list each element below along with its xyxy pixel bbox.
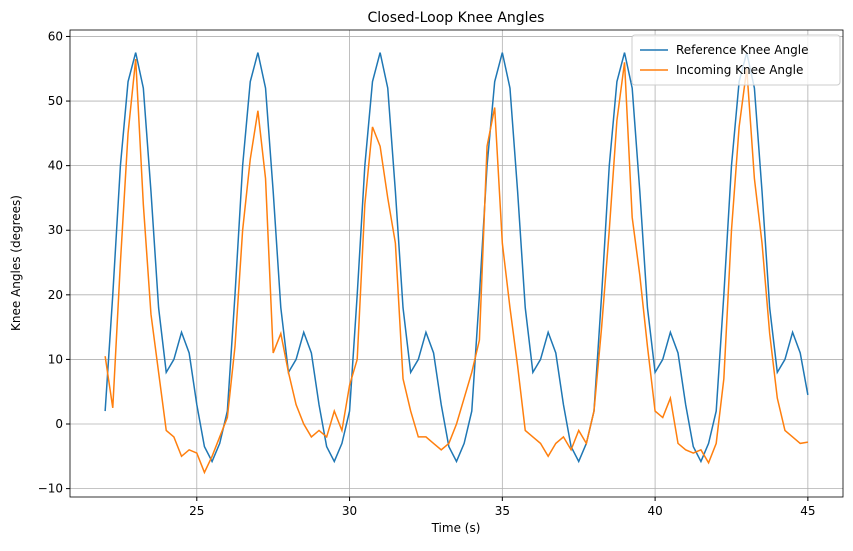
chart-title: Closed-Loop Knee Angles: [368, 10, 545, 26]
y-axis-label: Knee Angles (degrees): [9, 195, 23, 331]
x-tick-label: 35: [495, 504, 510, 518]
y-tick-label: 10: [48, 352, 63, 366]
legend-label: Incoming Knee Angle: [676, 63, 803, 77]
x-axis-label: Time (s): [431, 521, 481, 535]
y-tick-label: 0: [55, 417, 63, 431]
data-line: [104, 52, 809, 464]
y-tick-label: 20: [48, 288, 63, 302]
x-tick-label: 25: [189, 504, 204, 518]
y-tick-label: 50: [48, 94, 63, 108]
y-tick-label: 60: [48, 29, 63, 43]
x-tick-label: 40: [647, 504, 662, 518]
data-line: [104, 58, 808, 475]
y-tick-label: −10: [38, 482, 63, 496]
y-tick-label: 30: [48, 223, 63, 237]
plot-frame: [69, 29, 844, 498]
y-tick-label: 40: [48, 159, 63, 173]
x-tick-label: 30: [342, 504, 357, 518]
x-tick-label: 45: [800, 504, 815, 518]
legend-box: [631, 34, 841, 86]
legend-label: Reference Knee Angle: [676, 43, 808, 57]
